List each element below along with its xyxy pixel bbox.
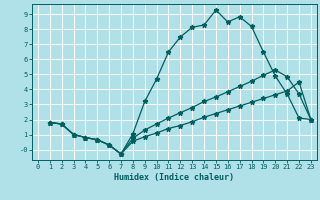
X-axis label: Humidex (Indice chaleur): Humidex (Indice chaleur) <box>115 173 234 182</box>
